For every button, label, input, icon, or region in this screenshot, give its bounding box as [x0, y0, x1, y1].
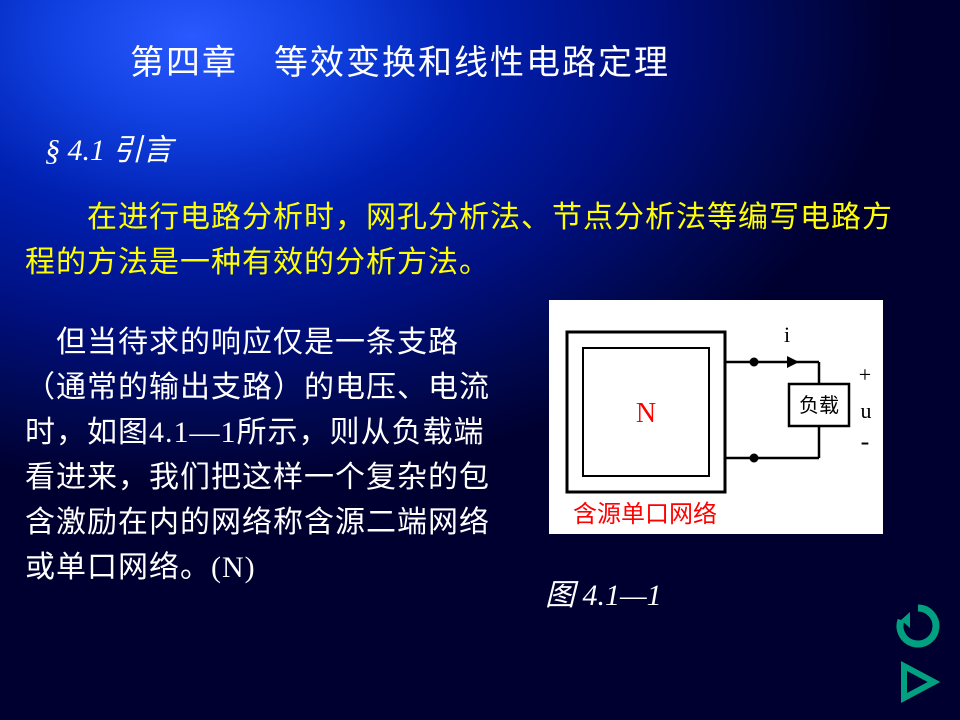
next-button[interactable]	[894, 658, 942, 706]
plus-label: +	[859, 362, 871, 387]
circuit-svg: N i 负载 + u - 含源单口网络	[549, 300, 883, 534]
chapter-title: 第四章 等效变换和线性电路定理	[130, 35, 670, 84]
section-heading: § 4.1 引言	[45, 125, 173, 169]
figure-caption: 图 4.1—1	[545, 570, 662, 614]
back-button[interactable]	[894, 602, 942, 650]
minus-label: -	[861, 427, 870, 456]
voltage-label: u	[861, 398, 872, 423]
next-icon	[894, 658, 942, 706]
current-arrow	[787, 356, 799, 368]
diagram-caption: 含源单口网络	[573, 501, 717, 528]
node-top	[750, 358, 759, 367]
circuit-diagram: N i 负载 + u - 含源单口网络	[549, 300, 883, 534]
n-label: N	[636, 398, 656, 429]
load-label: 负载	[799, 394, 839, 417]
paragraph-2: 但当待求的响应仅是一条支路（通常的输出支路）的电压、电流时，如图4.1—1所示，…	[25, 320, 515, 590]
back-icon	[894, 602, 942, 650]
current-label: i	[784, 322, 790, 347]
paragraph-1: 在进行电路分析时，网孔分析法、节点分析法等编写电路方程的方法是一种有效的分析方法…	[25, 195, 905, 285]
node-bottom	[750, 454, 759, 463]
